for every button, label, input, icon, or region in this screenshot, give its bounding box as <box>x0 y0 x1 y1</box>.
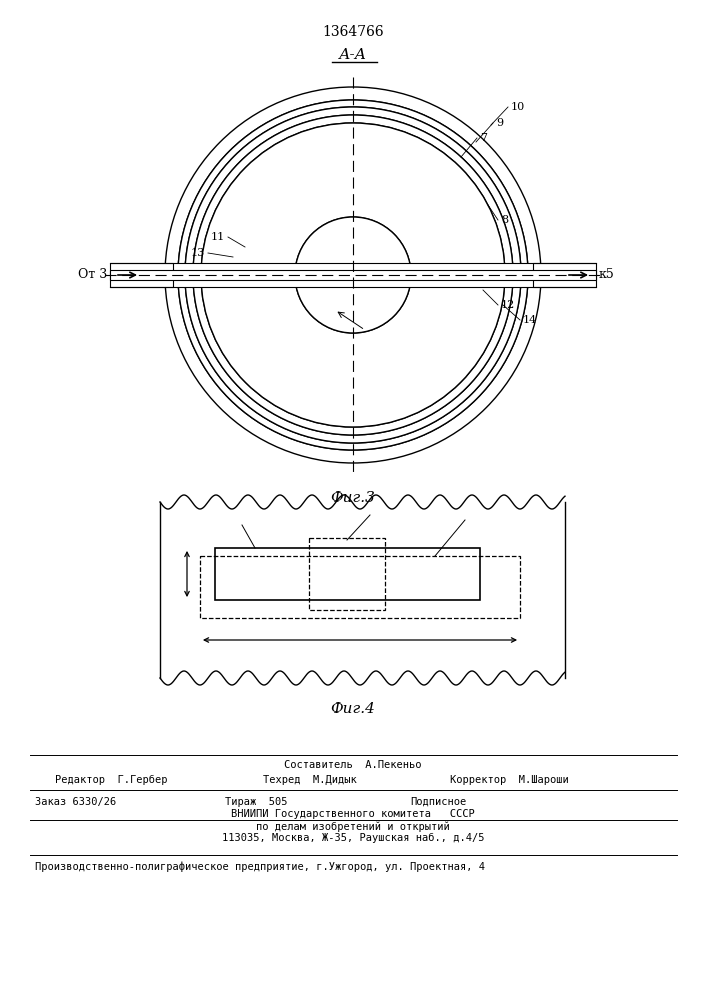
Text: 8: 8 <box>372 503 379 513</box>
Text: 9: 9 <box>496 118 503 128</box>
Text: Заказ 6330/26: Заказ 6330/26 <box>35 797 116 807</box>
Text: Техред  М.Дидык: Техред М.Дидык <box>263 775 357 785</box>
Text: 1364766: 1364766 <box>322 25 384 39</box>
Text: 12: 12 <box>465 508 479 518</box>
Text: 12: 12 <box>501 300 515 310</box>
Bar <box>110 263 173 287</box>
Ellipse shape <box>178 100 528 450</box>
Ellipse shape <box>295 217 411 333</box>
Ellipse shape <box>193 115 513 435</box>
Ellipse shape <box>185 107 521 443</box>
Bar <box>309 538 385 610</box>
Bar <box>110 263 596 287</box>
Bar <box>215 548 480 600</box>
Bar <box>215 548 480 600</box>
Text: 10: 10 <box>511 102 525 112</box>
Text: 14: 14 <box>226 513 240 523</box>
Text: А-А: А-А <box>339 48 367 62</box>
Text: h: h <box>173 568 181 580</box>
Text: Производственно-полиграфическое предприятие, г.Ужгород, ул. Проектная, 4: Производственно-полиграфическое предприя… <box>35 861 485 871</box>
Text: l: l <box>358 650 362 663</box>
Bar <box>200 556 520 618</box>
Text: к5: к5 <box>599 268 615 282</box>
Text: Фиг.4: Фиг.4 <box>331 702 375 716</box>
Ellipse shape <box>185 107 521 443</box>
Ellipse shape <box>201 123 505 427</box>
Text: От 3: От 3 <box>78 268 107 282</box>
Text: 11: 11 <box>211 232 225 242</box>
Ellipse shape <box>178 100 528 450</box>
Ellipse shape <box>295 217 411 333</box>
Text: по делам изобретений и открытий: по делам изобретений и открытий <box>256 821 450 832</box>
Text: Подписное: Подписное <box>410 797 466 807</box>
Text: Тираж  505: Тираж 505 <box>225 797 288 807</box>
Bar <box>160 502 565 678</box>
Text: Корректор  М.Шароши: Корректор М.Шароши <box>450 775 568 785</box>
Ellipse shape <box>193 115 513 435</box>
Bar <box>533 263 596 287</box>
Text: ВНИИПИ Государственного комитета   СССР: ВНИИПИ Государственного комитета СССР <box>231 809 475 819</box>
Text: Редактор  Г.Гербер: Редактор Г.Гербер <box>55 775 168 785</box>
Bar <box>533 263 596 287</box>
Text: 7: 7 <box>480 133 487 143</box>
Text: 113035, Москва, Ж-35, Раушская наб., д.4/5: 113035, Москва, Ж-35, Раушская наб., д.4… <box>222 833 484 843</box>
Bar <box>110 263 173 287</box>
Bar <box>110 270 596 280</box>
Ellipse shape <box>201 123 505 427</box>
Ellipse shape <box>165 87 541 463</box>
Text: 13: 13 <box>191 248 205 258</box>
Text: 14: 14 <box>523 315 537 325</box>
Text: 8: 8 <box>501 215 508 225</box>
Text: Составитель  А.Пекеньо: Составитель А.Пекеньо <box>284 760 422 770</box>
Text: Фиг.3: Фиг.3 <box>331 491 375 505</box>
